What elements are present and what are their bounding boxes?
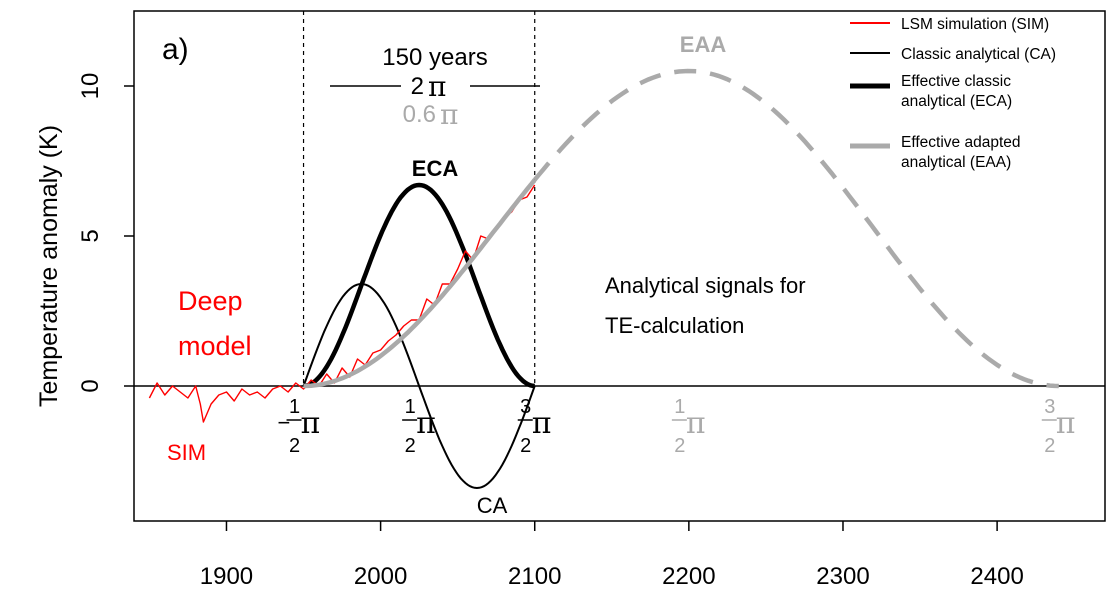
period-annotation: 150 years 2 π 0.6 π bbox=[330, 44, 540, 131]
phase-label-neg-half-numerator: 1 bbox=[289, 396, 300, 418]
phase-label-half-eaa-pi: π bbox=[686, 406, 706, 441]
x-tick-label-2300: 2300 bbox=[816, 563, 869, 590]
period-label: 150 years bbox=[382, 44, 487, 71]
phase-label-neg-half-pi: π bbox=[301, 406, 321, 441]
phase-label-three-half-eaa-numerator: 3 bbox=[1044, 396, 1055, 418]
curves bbox=[148, 68, 1059, 490]
legend-label-eaa-line2: analytical (EAA) bbox=[901, 154, 1011, 171]
deep-model-label-line2: model bbox=[178, 331, 252, 361]
eaa-curve-dashed bbox=[532, 68, 1059, 389]
phase-label-half-pi: π bbox=[416, 406, 436, 441]
legend-label-ca: Classic analytical (CA) bbox=[901, 46, 1056, 63]
phase-label-three-half: 3 2π bbox=[517, 396, 552, 457]
legend-label-sim: LSM simulation (SIM) bbox=[901, 16, 1049, 33]
x-tick-label-2400: 2400 bbox=[970, 563, 1023, 590]
two-pi-coefficient: 2 bbox=[411, 73, 424, 100]
phase-label-three-half-eaa: 3 2π bbox=[1041, 396, 1076, 457]
y-tick-label-5: 5 bbox=[77, 229, 104, 242]
phase-label-half-denominator: 2 bbox=[405, 435, 416, 457]
eca-curve-label: ECA bbox=[412, 156, 459, 181]
x-tick-label-2000: 2000 bbox=[354, 563, 407, 590]
analytical-label-line1: Analytical signals for bbox=[605, 273, 806, 298]
zero-six-pi-coefficient: 0.6 bbox=[403, 101, 436, 128]
legend-label-eca: Effective classic analytical (ECA) bbox=[901, 73, 1015, 110]
legend-label-eaa: Effective adapted analytical (EAA) bbox=[901, 134, 1025, 171]
y-tick-label-0: 0 bbox=[77, 379, 104, 392]
phase-label-neg-half-denominator: 2 bbox=[289, 435, 300, 457]
eca-curve bbox=[303, 182, 535, 389]
two-pi-symbol: π bbox=[428, 70, 446, 103]
phase-label-neg-half-minus: − bbox=[278, 410, 291, 435]
analytical-label-line2: TE-calculation bbox=[605, 313, 744, 338]
x-tick-label-2200: 2200 bbox=[662, 563, 715, 590]
eaa-curve-solid bbox=[303, 178, 537, 389]
ca-curve-label: CA bbox=[477, 493, 508, 518]
guide-lines bbox=[134, 11, 1105, 387]
phase-label-half-eaa: 1 2π bbox=[671, 396, 706, 457]
phase-labels: −12π 12π 32π 12π 32π bbox=[278, 396, 1076, 457]
eaa-curve-label: EAA bbox=[680, 32, 727, 57]
plot-frame bbox=[133, 10, 1106, 522]
sim-label: SIM bbox=[167, 440, 206, 465]
legend: LSM simulation (SIM) Classic analytical … bbox=[850, 16, 1056, 171]
legend-label-eca-line1: Effective classic bbox=[901, 73, 1011, 90]
x-tick-label-2100: 2100 bbox=[508, 563, 561, 590]
sim-series-line bbox=[148, 184, 536, 423]
legend-label-eaa-line1: Effective adapted bbox=[901, 134, 1021, 151]
phase-label-three-half-eaa-denominator: 2 bbox=[1044, 435, 1055, 457]
axes: 1900 2000 2100 2200 2300 2400 0 5 10 bbox=[77, 73, 1024, 590]
phase-label-half: 1 2π bbox=[402, 396, 436, 457]
phase-label-half-eaa-numerator: 1 bbox=[674, 396, 685, 418]
phase-label-half-numerator: 1 bbox=[405, 396, 416, 418]
zero-six-pi-symbol: π bbox=[440, 98, 458, 131]
y-axis-label: Temperature anomaly (K) bbox=[35, 125, 63, 407]
phase-label-three-half-denominator: 2 bbox=[520, 435, 531, 457]
legend-label-eca-line2: analytical (ECA) bbox=[901, 93, 1012, 110]
phase-label-half-eaa-denominator: 2 bbox=[674, 435, 685, 457]
x-tick-label-1900: 1900 bbox=[200, 563, 253, 590]
ca-curve bbox=[302, 282, 536, 490]
panel-label: a) bbox=[162, 33, 189, 66]
phase-label-three-half-numerator: 3 bbox=[520, 396, 531, 418]
y-tick-label-10: 10 bbox=[77, 73, 104, 100]
phase-label-neg-half: −1 2π bbox=[278, 396, 321, 457]
deep-model-label-line1: Deep bbox=[178, 286, 243, 316]
phase-label-three-half-eaa-pi: π bbox=[1056, 406, 1076, 441]
phase-label-three-half-pi: π bbox=[532, 406, 552, 441]
